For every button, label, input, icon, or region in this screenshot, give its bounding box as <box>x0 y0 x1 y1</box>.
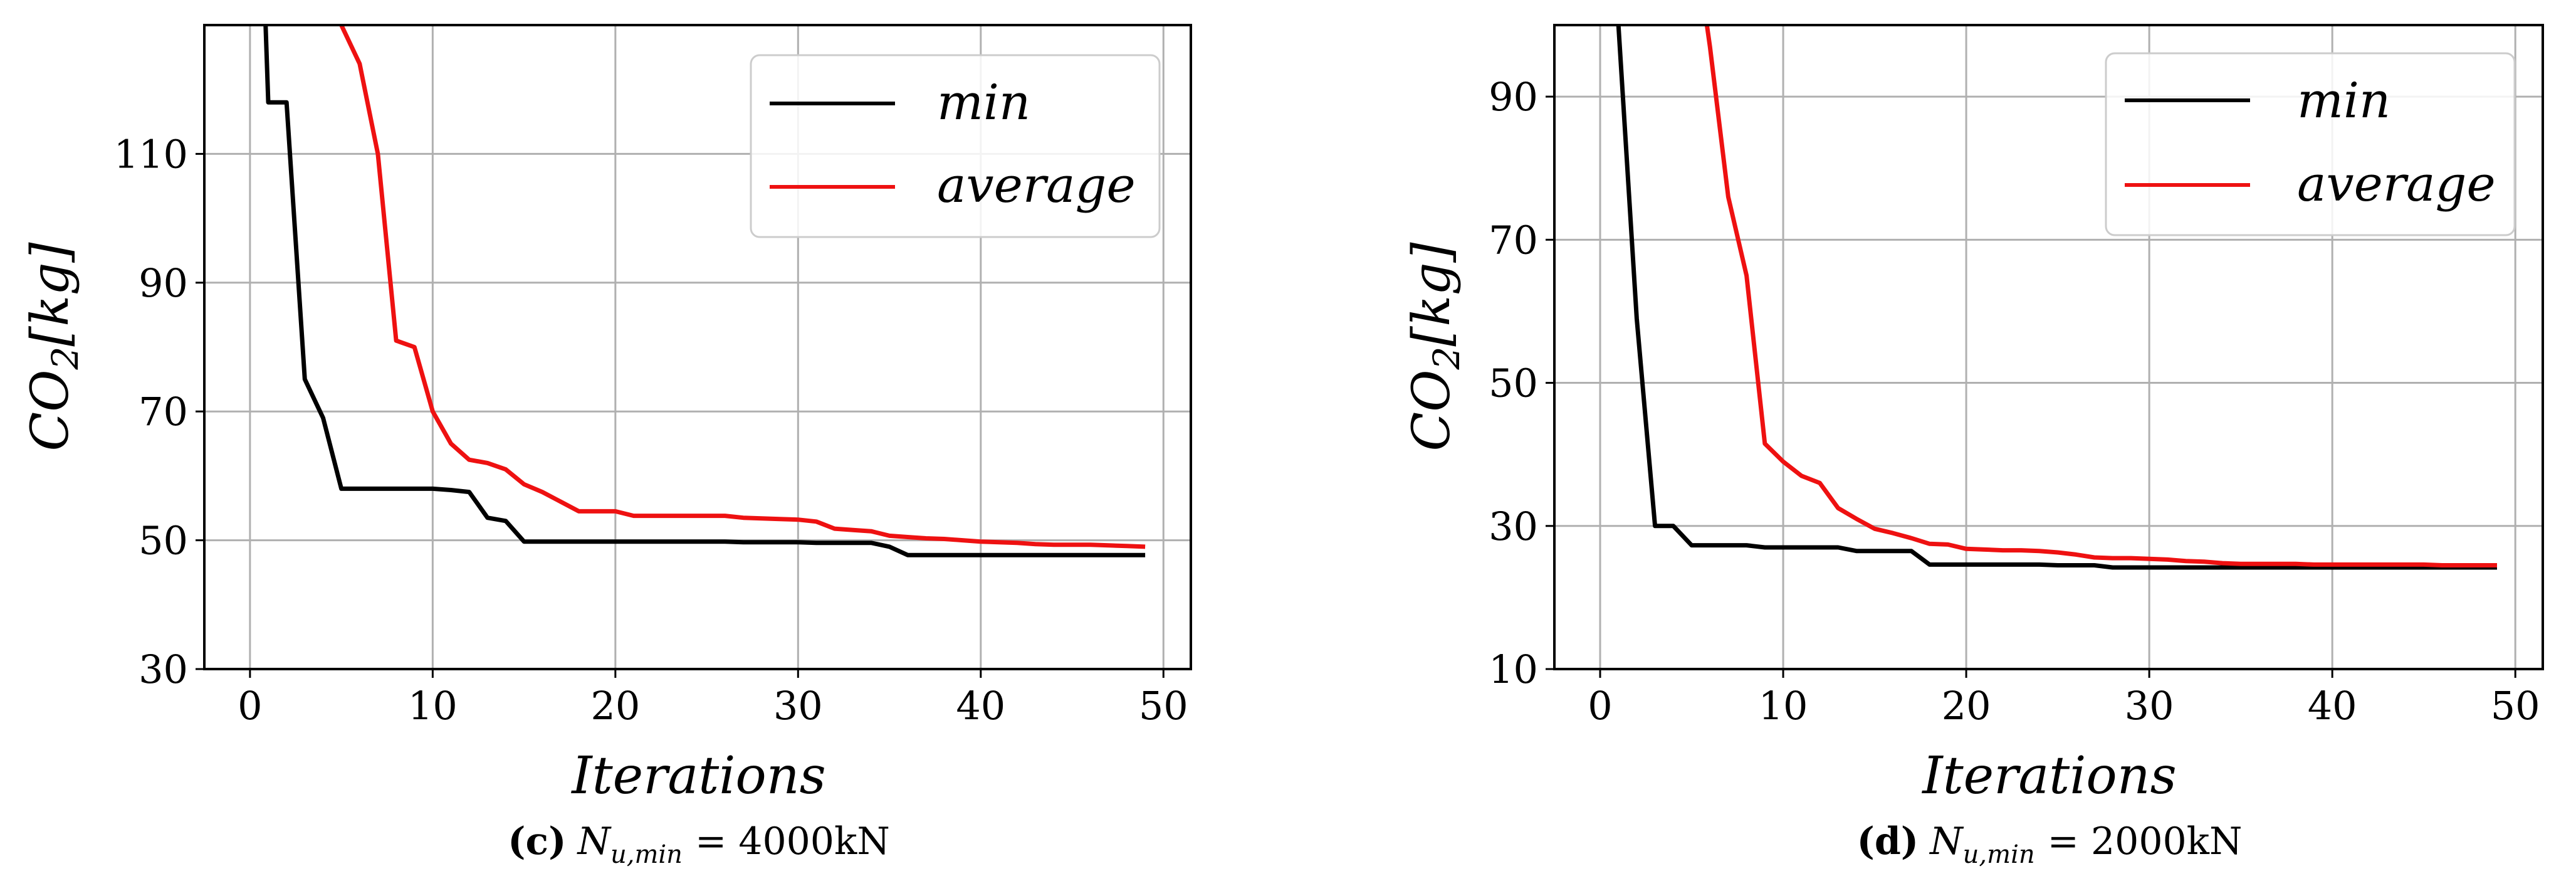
series-line-min-c <box>263 25 1146 557</box>
ticks-d: 0 10 20 30 40 50 10 30 50 70 90 <box>1489 74 2540 729</box>
legend-label-average-d: average <box>2297 156 2496 213</box>
legend-box-c <box>750 54 1161 238</box>
y-tick-label-d-2: 50 <box>1489 361 1538 406</box>
y-axis-label-sub-d: 2 <box>1425 347 1468 371</box>
series-line-min-d <box>1616 25 2497 570</box>
caption-subscript-c: u,min <box>610 840 683 869</box>
series-group-d <box>1616 25 2497 570</box>
y-tick-label-d-0: 10 <box>1489 646 1538 692</box>
y-axis-label-unit-d: [kg] <box>1402 241 1462 346</box>
caption-value-d: = 2000kN <box>2048 820 2243 863</box>
y-tick-label-d-4: 90 <box>1489 74 1538 120</box>
series-line-average-c <box>339 25 1146 549</box>
caption-value-c: = 4000kN <box>695 820 890 863</box>
y-tick-label-c-1: 50 <box>139 518 188 564</box>
y-axis-label-sub-c: 2 <box>44 347 86 371</box>
y-tick-label-d-3: 70 <box>1489 217 1538 263</box>
y-axis-label-main-c: CO <box>21 370 80 451</box>
y-axis-label-d: CO2[kg] <box>1402 241 1468 451</box>
y-tick-label-c-3: 90 <box>139 260 188 306</box>
caption-label-d: (d) <box>1856 820 1919 863</box>
x-axis-label-d: Iterations <box>1921 746 2176 806</box>
caption-subscript-d: u,min <box>1963 840 2035 869</box>
legend-label-min-c: min <box>937 75 1030 131</box>
legend-label-min-d: min <box>2297 73 2390 129</box>
x-tick-label-d-5: 50 <box>2491 683 2540 729</box>
y-tick-label-d-1: 30 <box>1489 504 1538 549</box>
x-tick-label-d-1: 10 <box>1759 683 1808 729</box>
x-tick-label-c-1: 10 <box>408 683 458 729</box>
y-tick-label-c-4: 110 <box>114 131 188 177</box>
series-group-c <box>263 25 1146 557</box>
chart-panel-d: 0 10 20 30 40 50 10 30 50 70 90 min average Iterat… <box>1402 24 2544 869</box>
x-tick-label-d-2: 20 <box>1942 683 1991 729</box>
legend-d: min average <box>2105 52 2516 236</box>
x-tick-label-d-0: 0 <box>1588 683 1612 729</box>
x-tick-label-d-4: 40 <box>2308 683 2357 729</box>
x-tick-label-c-0: 0 <box>238 683 262 729</box>
plot-frame-d <box>1553 24 2544 670</box>
chart-panel-c: 0 10 20 30 40 50 30 50 70 90 110 min average Itera… <box>21 24 1192 869</box>
caption-label-c: (c) <box>508 820 566 863</box>
x-axis-label-c: Iterations <box>570 746 825 806</box>
legend-c: min average <box>750 54 1161 238</box>
plot-frame-c <box>203 24 1192 670</box>
y-tick-label-c-0: 30 <box>139 646 188 692</box>
caption-c: (c) Nu,min = 4000kN <box>508 820 890 869</box>
x-tick-label-d-3: 30 <box>2125 683 2174 729</box>
ticks-c: 0 10 20 30 40 50 30 50 70 90 110 <box>114 131 1188 729</box>
caption-symbol-d: N <box>1929 820 1964 863</box>
x-tick-label-c-4: 40 <box>956 683 1005 729</box>
y-axis-label-unit-c: [kg] <box>21 241 80 346</box>
caption-d: (d) Nu,min = 2000kN <box>1856 820 2242 869</box>
legend-label-average-c: average <box>937 157 1136 214</box>
x-tick-label-c-3: 30 <box>773 683 823 729</box>
series-line-average-d <box>1704 25 2497 567</box>
y-tick-label-c-2: 70 <box>139 389 188 435</box>
x-tick-label-c-5: 50 <box>1139 683 1188 729</box>
caption-symbol-c: N <box>576 820 612 863</box>
y-axis-label-main-d: CO <box>1402 370 1462 451</box>
y-axis-label-c: CO2[kg] <box>21 241 86 451</box>
x-tick-label-c-2: 20 <box>590 683 640 729</box>
